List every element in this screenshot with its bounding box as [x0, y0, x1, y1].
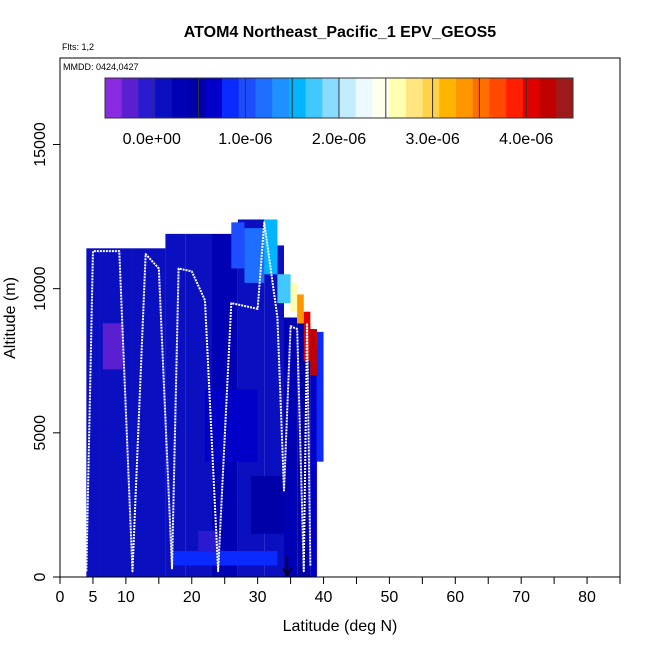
- curtain-cell-16: [244, 228, 265, 283]
- colorbar-swatch-3: [155, 78, 173, 118]
- chart-title: ATOM4 Northeast_Pacific_1 EPV_GEOS5: [184, 24, 497, 41]
- x-axis: 0 5 10 20 30 40 50 60 70 80: [56, 577, 621, 606]
- x-tick-label: 20: [183, 589, 201, 606]
- curtain-cell-13: [172, 551, 278, 566]
- colorbar-tick-label: 2.0e-06: [312, 131, 366, 148]
- colorbar-swatch-2: [138, 78, 156, 118]
- colorbar-swatch-4: [171, 78, 190, 118]
- colorbar-swatch-1: [121, 78, 139, 118]
- curtain-cell-11: [310, 346, 317, 577]
- y-tick-label: 0: [32, 572, 49, 581]
- curtain-cell-0: [86, 248, 100, 578]
- colorbar-tick-label: 4.0e-06: [499, 131, 553, 148]
- colorbar-swatch-10: [272, 78, 290, 118]
- colorbar-tick-labels: 0.0e+00 1.0e-06 2.0e-06 3.0e-06 4.0e-06: [123, 131, 554, 148]
- colorbar-swatch-18: [405, 78, 424, 118]
- dates-note: MMDD: 0424,0427: [63, 62, 139, 72]
- curtain-cell-4: [165, 233, 186, 577]
- colorbar-swatch-9: [255, 78, 273, 118]
- plot-frame: [59, 57, 621, 578]
- curtain-cell-22: [310, 329, 317, 376]
- y-axis-label: Altitude (m): [2, 277, 19, 359]
- colorbar-swatch-26: [539, 78, 557, 118]
- curtain-cell-12: [316, 331, 324, 462]
- x-tick-label: 70: [512, 589, 530, 606]
- flights-note: Flts: 1,2: [62, 42, 94, 52]
- colorbar-swatch-0: [105, 78, 123, 118]
- curtain-cell-18: [277, 274, 291, 304]
- x-tick-label: 40: [315, 589, 333, 606]
- colorbar-swatch-13: [322, 78, 340, 118]
- x-tick-label: 80: [578, 589, 596, 606]
- x-tick-label: 10: [117, 589, 135, 606]
- curtain-cell-24: [251, 476, 284, 534]
- curtain-cell-15: [231, 222, 245, 269]
- y-tick-label: 10000: [32, 266, 49, 311]
- y-tick-label: 15000: [32, 122, 49, 167]
- colorbar-tick-label: 1.0e-06: [218, 131, 272, 148]
- colorbar-swatch-16: [372, 78, 390, 118]
- colorbar-tick-label: 3.0e-06: [405, 131, 459, 148]
- x-tick-label: 50: [381, 589, 399, 606]
- curtain-cell-17: [264, 219, 278, 275]
- colorbar-frame: [104, 77, 574, 119]
- colorbar-swatch-21: [456, 78, 474, 118]
- colorbar-swatch-12: [305, 78, 323, 118]
- colorbar-swatch-23: [489, 78, 507, 118]
- x-tick-label: 30: [249, 589, 267, 606]
- colorbar-swatch-11: [288, 78, 307, 118]
- colorbar-swatch-8: [238, 78, 256, 118]
- flight-track: [85, 221, 312, 573]
- colorbar-swatch-19: [422, 78, 440, 118]
- colorbar-swatch-5: [188, 78, 206, 118]
- curtain-cell-14: [198, 530, 219, 552]
- curtain-cells: [86, 219, 324, 578]
- colorbar-tick-label: 0.0e+00: [123, 131, 181, 148]
- colorbar-swatch-6: [205, 78, 223, 118]
- curtain-cell-2: [102, 323, 123, 370]
- arrow-head: [282, 567, 292, 577]
- arrow-marker: [282, 555, 292, 577]
- colorbar-swatch-15: [355, 78, 373, 118]
- colorbar-swatch-27: [556, 78, 574, 118]
- y-tick-label: 5000: [32, 415, 49, 451]
- colorbar-swatch-24: [506, 78, 524, 118]
- colorbar: [104, 77, 574, 119]
- x-tick-label: 60: [446, 589, 464, 606]
- x-axis-label: Latitude (deg N): [283, 618, 398, 635]
- colorbar-swatch-14: [339, 78, 357, 118]
- colorbar-swatch-25: [522, 78, 541, 118]
- colorbar-swatch-22: [472, 78, 490, 118]
- colorbar-swatch-17: [389, 78, 407, 118]
- x-tick-label: 5: [88, 589, 97, 606]
- curtain-cell-9: [284, 317, 298, 577]
- curtain-cell-19: [290, 282, 298, 312]
- curtain-cell-23: [204, 389, 258, 462]
- colorbar-swatch-20: [439, 78, 457, 118]
- curtain-cell-1: [99, 248, 133, 578]
- curtain-cell-20: [297, 294, 304, 324]
- flight-track-line: [85, 221, 312, 573]
- x-tick-label: 0: [56, 589, 65, 606]
- colorbar-swatch-7: [222, 78, 240, 118]
- y-axis: 0 5000 10000 15000: [32, 122, 60, 581]
